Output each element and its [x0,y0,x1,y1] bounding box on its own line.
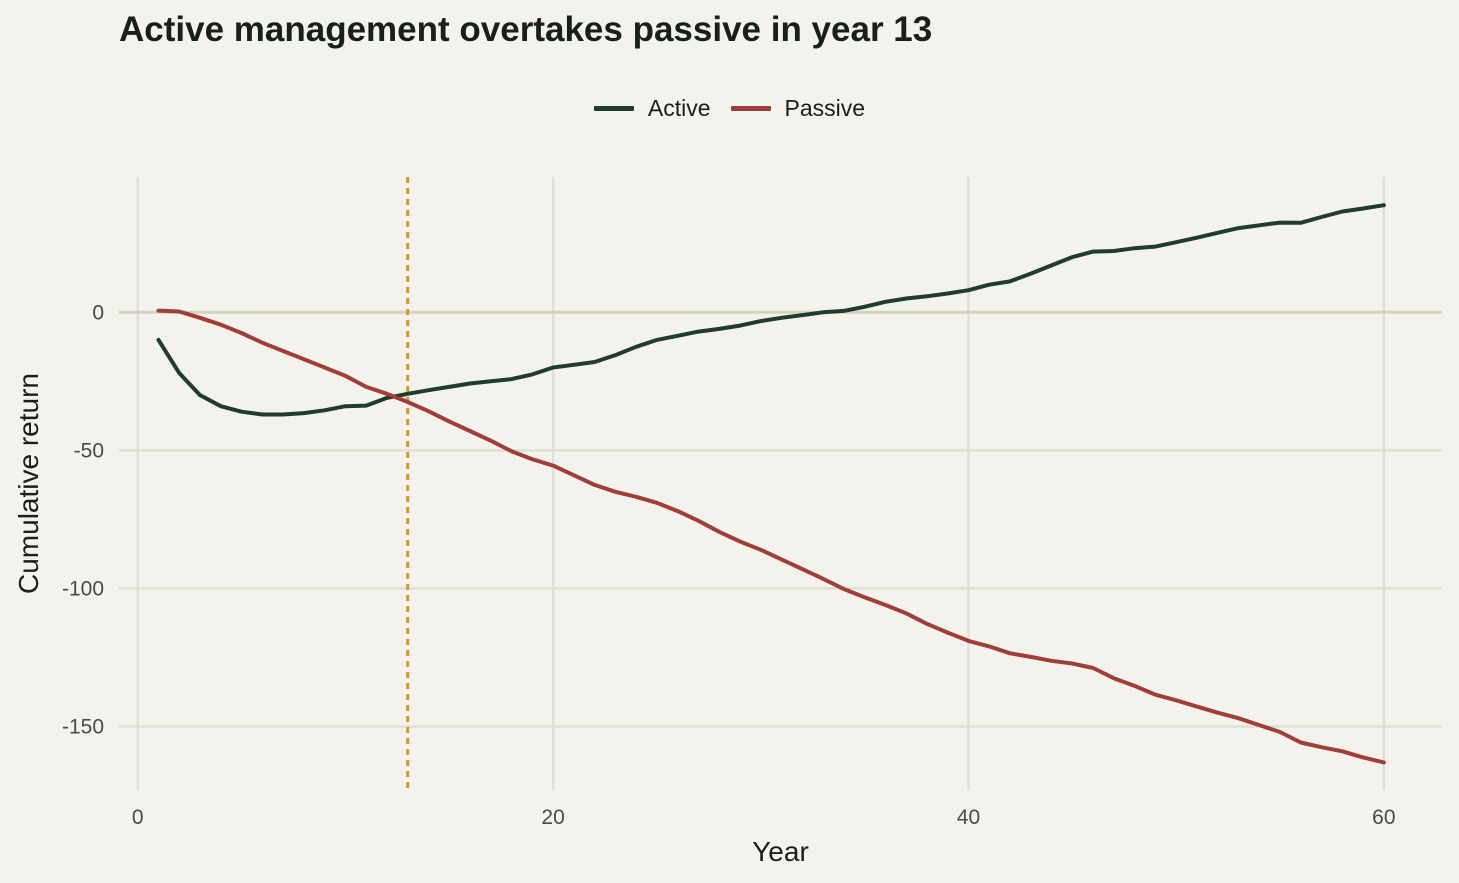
series-lines [156,203,1386,765]
x-tick-label-0: 0 [132,806,144,829]
legend-item-active: Active [593,94,711,122]
x-axis-title: Year [752,836,809,867]
legend-label-passive: Passive [784,94,866,121]
series-line-active [156,203,1386,417]
y-axis-title: Cumulative return [13,373,44,594]
legend-swatch-passive [730,105,771,111]
series-line-passive [156,308,1386,765]
reference-lines [119,177,1442,790]
legend-swatch-active [593,105,634,111]
y-tick-label-0: 0 [92,301,104,324]
y-tick-label--150: -150 [62,715,104,738]
y-tick-label--50: -50 [74,439,104,462]
gridlines [119,177,1442,790]
legend-item-passive: Passive [730,94,866,122]
tick-labels: 0 20 40 60 0 -50 -100 -150 [62,301,1396,829]
x-tick-label-20: 20 [541,806,564,829]
legend-label-active: Active [647,94,711,121]
legend: Active Passive [0,90,1459,126]
y-tick-label--100: -100 [62,577,104,600]
x-tick-label-60: 60 [1372,806,1395,829]
chart-title: Active management overtakes passive in y… [119,10,933,49]
x-tick-label-40: 40 [957,806,980,829]
